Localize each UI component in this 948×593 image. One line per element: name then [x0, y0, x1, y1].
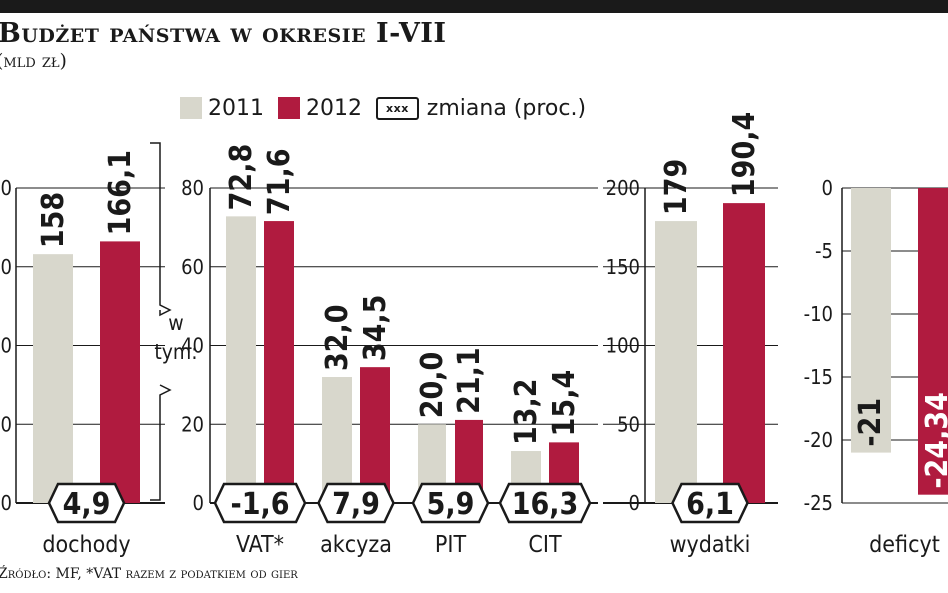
data-label-2011-deficyt: -21: [853, 398, 888, 447]
change-value-dochody: 4,9: [63, 487, 111, 522]
bar-2012-VAT*: [264, 221, 294, 503]
change-value-akcyza: 7,9: [332, 487, 380, 522]
y-tick-label: 100: [0, 334, 12, 358]
y-tick-label: 200: [606, 176, 640, 200]
legend-label-change: zmiana (proc.): [426, 95, 587, 121]
bar-2012-akcyza: [360, 367, 390, 503]
brace-top: [150, 142, 172, 317]
data-label-2012-deficyt: -24,34: [920, 392, 948, 489]
category-label-dochody: dochody: [42, 532, 130, 558]
category-label-PIT: PIT: [435, 532, 467, 558]
legend-swatch-2012: [278, 97, 300, 119]
category-label-akcyza: akcyza: [320, 532, 392, 558]
y-tick-label: 50: [617, 412, 640, 436]
y-tick-label: 0: [193, 491, 204, 515]
change-value-VAT*: -1,6: [230, 487, 289, 522]
legend-item-change: xxx zmiana (proc.): [376, 96, 586, 121]
y-tick-label: 200: [0, 176, 12, 200]
data-label-2012-CIT: 15,4: [547, 370, 582, 437]
source-note: Źródło: MF, *VAT razem z podatkiem od gi…: [0, 566, 298, 582]
brace-label-line1: w: [168, 311, 183, 335]
bar-2012-dochody: [100, 241, 140, 503]
legend-item-2011: 2011: [180, 96, 264, 121]
data-label-2012-dochody: 166,1: [103, 150, 138, 235]
y-tick-label: 100: [606, 334, 640, 358]
bar-2011-deficyt: [851, 188, 891, 453]
y-tick-label: 0: [1, 491, 12, 515]
change-badge-wydatki: [671, 482, 749, 524]
bar-2011-VAT*: [226, 216, 256, 503]
legend: 2011 2012 xxx zmiana (proc.): [180, 92, 600, 124]
change-badge-PIT: [411, 482, 490, 524]
data-label-2011-dochody: 158: [36, 192, 71, 248]
data-label-2011-VAT*: 72,8: [224, 144, 259, 211]
data-label-2012-PIT: 21,1: [452, 347, 487, 414]
y-tick-label: 0: [822, 176, 833, 200]
data-label-2011-CIT: 13,2: [509, 378, 544, 445]
legend-label-2012: 2012: [306, 95, 362, 121]
brace-label-line2: tym:: [154, 340, 197, 364]
brace-bottom: [150, 384, 172, 501]
bar-2012-deficyt: [918, 188, 948, 495]
change-value-CIT: 16,3: [512, 487, 579, 522]
y-tick-label: -10: [804, 302, 833, 326]
top-bar: [0, 0, 948, 13]
bar-2011-akcyza: [322, 377, 352, 503]
category-label-wydatki: wydatki: [670, 532, 751, 558]
data-label-2012-VAT*: 71,6: [262, 148, 297, 215]
bar-2011-dochody: [33, 254, 73, 503]
y-tick-label: -15: [804, 365, 833, 389]
change-badge-VAT*: [213, 482, 307, 524]
data-label-2011-akcyza: 32,0: [320, 304, 355, 371]
y-tick-label: -20: [804, 428, 833, 452]
category-label-deficyt: deficyt: [869, 532, 940, 558]
y-tick-label: 20: [181, 412, 204, 436]
change-value-wydatki: 6,1: [686, 487, 734, 522]
data-label-2011-PIT: 20,0: [415, 352, 450, 419]
legend-label-2011: 2011: [208, 95, 264, 121]
legend-item-2012: 2012: [278, 96, 362, 121]
y-tick-label: 80: [181, 176, 204, 200]
change-badge-akcyza: [317, 482, 395, 524]
change-badge-dochody: [47, 482, 126, 524]
chart-subtitle: (mld zł): [0, 50, 67, 72]
category-label-CIT: CIT: [528, 532, 562, 558]
change-badge-CIT: [498, 482, 592, 524]
y-tick-label: 50: [0, 412, 12, 436]
change-marker-icon: xxx: [376, 96, 419, 120]
y-tick-label: 150: [606, 255, 640, 279]
data-label-2012-wydatki: 190,4: [727, 112, 762, 197]
bar-2011-wydatki: [655, 221, 697, 503]
data-label-2012-akcyza: 34,5: [358, 295, 393, 362]
y-tick-label: 40: [181, 334, 204, 358]
chart-title: Budżet państwa w okresie I-VII: [0, 18, 447, 49]
legend-swatch-2011: [180, 97, 202, 119]
y-tick-label: -5: [815, 239, 833, 263]
y-tick-label: -25: [804, 491, 833, 515]
category-label-VAT*: VAT*: [236, 532, 284, 558]
data-label-2011-wydatki: 179: [659, 159, 694, 215]
y-tick-label: 60: [181, 255, 204, 279]
y-tick-label: 150: [0, 255, 12, 279]
bar-2012-wydatki: [723, 203, 765, 503]
change-value-PIT: 5,9: [427, 487, 475, 522]
